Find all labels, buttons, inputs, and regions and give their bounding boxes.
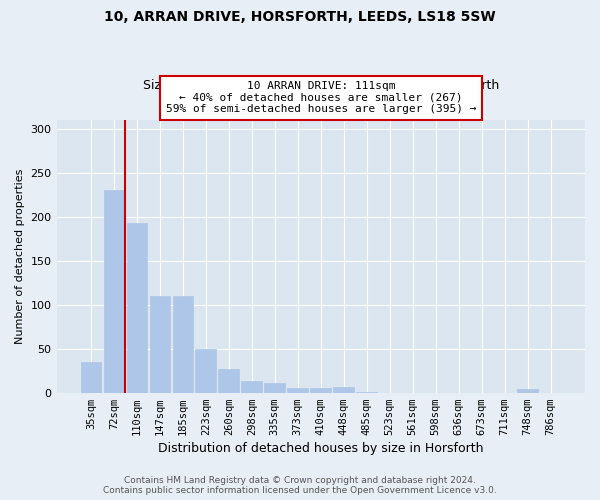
Text: Contains HM Land Registry data © Crown copyright and database right 2024.
Contai: Contains HM Land Registry data © Crown c… <box>103 476 497 495</box>
Bar <box>517 389 538 392</box>
Bar <box>334 386 354 392</box>
X-axis label: Distribution of detached houses by size in Horsforth: Distribution of detached houses by size … <box>158 442 484 455</box>
Text: 10, ARRAN DRIVE, HORSFORTH, LEEDS, LS18 5SW: 10, ARRAN DRIVE, HORSFORTH, LEEDS, LS18 … <box>104 10 496 24</box>
Bar <box>218 369 239 392</box>
Bar <box>149 296 170 392</box>
Bar <box>287 388 308 392</box>
Title: Size of property relative to detached houses in Horsforth: Size of property relative to detached ho… <box>143 80 499 92</box>
Bar <box>196 348 216 393</box>
Bar <box>265 383 285 392</box>
Bar <box>80 362 101 392</box>
Bar <box>127 223 147 392</box>
Y-axis label: Number of detached properties: Number of detached properties <box>15 168 25 344</box>
Text: 10 ARRAN DRIVE: 111sqm
← 40% of detached houses are smaller (267)
59% of semi-de: 10 ARRAN DRIVE: 111sqm ← 40% of detached… <box>166 81 476 114</box>
Bar <box>310 388 331 392</box>
Bar <box>173 296 193 392</box>
Bar <box>241 382 262 392</box>
Bar <box>104 190 124 392</box>
